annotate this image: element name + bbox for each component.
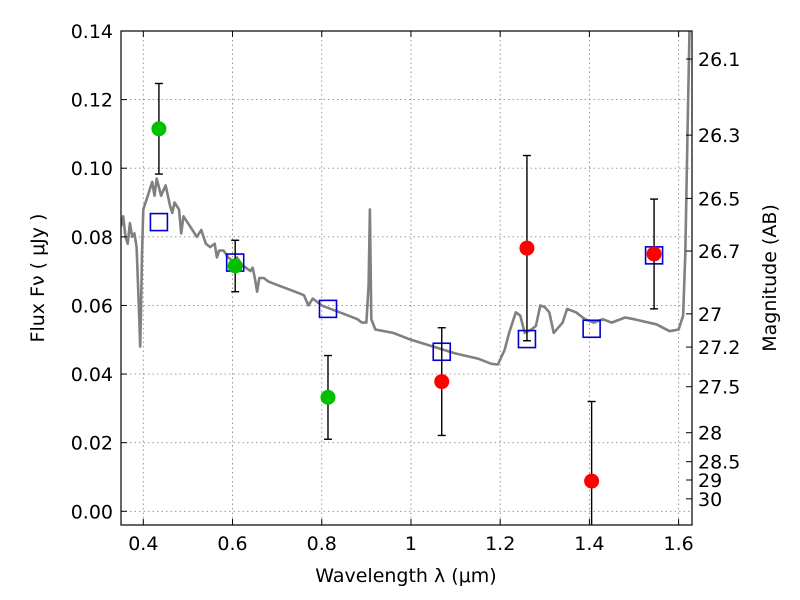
mag-tick-label: 26.5 [698,188,740,210]
x-tick-label: 1 [405,533,417,555]
x-tick-label: 1.6 [664,533,694,555]
grid-lines [121,30,692,525]
y-tick-label: 0.06 [71,295,113,317]
x-tick-label: 0.4 [128,533,158,555]
green-data-point [320,389,336,405]
mag-tick-label: 27 [698,304,722,326]
red-data-point [584,473,600,489]
model-photometry-square [149,212,169,232]
x-axis-label: Wavelength λ (μm) [315,565,496,587]
y2-axis-label: Magnitude (AB) [759,204,781,352]
model-spectrum-layer [121,31,691,366]
axis-ticks: 0.4 0.6 0.8 1 1.2 1.4 1.6 0.00 0.02 0.04 0.06 0.08 0… [71,21,741,555]
mag-tick-label: 26.3 [698,125,740,147]
model-photometry-square [582,319,601,339]
mag-tick-label: 27.2 [698,337,740,359]
x-tick-label: 0.8 [307,533,337,555]
mag-tick-label: 29 [698,470,722,492]
x-tick-label: 1.4 [574,533,604,555]
mag-tick-label: 28 [698,423,722,445]
y-tick-label: 0.04 [71,364,113,386]
y-tick-label: 0.08 [71,227,113,249]
mag-tick-label: 28.5 [698,452,740,474]
plot-frame [120,30,693,526]
x-tick-label: 0.6 [217,533,247,555]
y-tick-label: 0.02 [71,433,113,455]
mag-tick-label: 27.5 [698,377,740,399]
error-bar-layer [154,82,659,525]
x-tick-label: 1.2 [485,533,515,555]
green-data-point [151,121,167,137]
mag-tick-label: 26.7 [698,241,740,263]
observed-points-layer [151,121,662,489]
red-data-point [646,246,662,262]
mag-tick-label: 30 [698,489,722,511]
model-spectrum-line [121,31,691,366]
y-tick-label: 0.14 [71,21,113,43]
red-data-point [434,374,450,390]
y-tick-label: 0.12 [71,90,113,112]
y-tick-label: 0.00 [71,501,113,523]
mag-tick-label: 26.1 [698,49,740,71]
red-data-point [519,240,535,256]
y-axis-label: Flux Fν ( μJy ) [27,214,49,343]
green-data-point [227,258,243,274]
model-photometry-square [318,299,338,319]
y-tick-label: 0.10 [71,158,113,180]
